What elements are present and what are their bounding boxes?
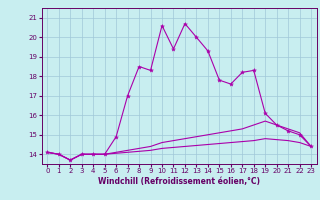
X-axis label: Windchill (Refroidissement éolien,°C): Windchill (Refroidissement éolien,°C) [98,177,260,186]
